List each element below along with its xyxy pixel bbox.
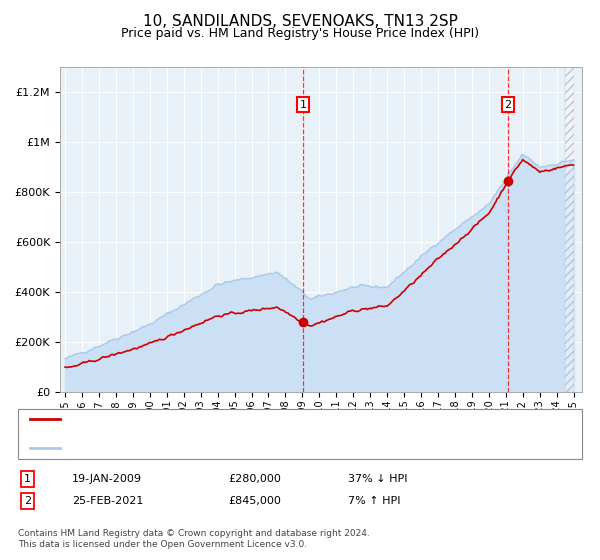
Text: 37% ↓ HPI: 37% ↓ HPI <box>348 474 407 484</box>
Text: 1: 1 <box>24 474 31 484</box>
Text: 25-FEB-2021: 25-FEB-2021 <box>72 496 143 506</box>
Text: 10, SANDILANDS, SEVENOAKS, TN13 2SP (detached house): 10, SANDILANDS, SEVENOAKS, TN13 2SP (det… <box>69 414 400 424</box>
Text: Contains HM Land Registry data © Crown copyright and database right 2024.
This d: Contains HM Land Registry data © Crown c… <box>18 529 370 549</box>
Text: 7% ↑ HPI: 7% ↑ HPI <box>348 496 401 506</box>
Text: 2: 2 <box>505 100 511 110</box>
Text: 19-JAN-2009: 19-JAN-2009 <box>72 474 142 484</box>
Text: 1: 1 <box>300 100 307 110</box>
Text: £845,000: £845,000 <box>228 496 281 506</box>
Text: £280,000: £280,000 <box>228 474 281 484</box>
Text: Price paid vs. HM Land Registry's House Price Index (HPI): Price paid vs. HM Land Registry's House … <box>121 27 479 40</box>
Text: HPI: Average price, detached house, Sevenoaks: HPI: Average price, detached house, Seve… <box>69 443 336 453</box>
Text: 10, SANDILANDS, SEVENOAKS, TN13 2SP: 10, SANDILANDS, SEVENOAKS, TN13 2SP <box>143 14 457 29</box>
Text: 2: 2 <box>24 496 31 506</box>
